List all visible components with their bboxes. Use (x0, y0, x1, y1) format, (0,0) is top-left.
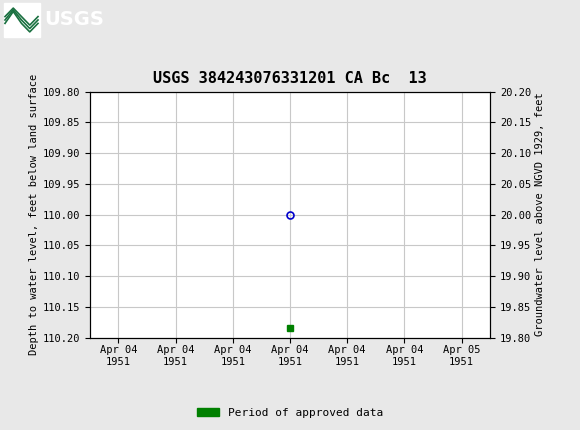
Y-axis label: Groundwater level above NGVD 1929, feet: Groundwater level above NGVD 1929, feet (535, 93, 545, 336)
Legend: Period of approved data: Period of approved data (193, 403, 387, 422)
Text: USGS: USGS (44, 10, 104, 30)
Bar (4, 3, 40, 37)
Title: USGS 384243076331201 CA Bc  13: USGS 384243076331201 CA Bc 13 (153, 71, 427, 86)
Y-axis label: Depth to water level, feet below land surface: Depth to water level, feet below land su… (28, 74, 38, 355)
